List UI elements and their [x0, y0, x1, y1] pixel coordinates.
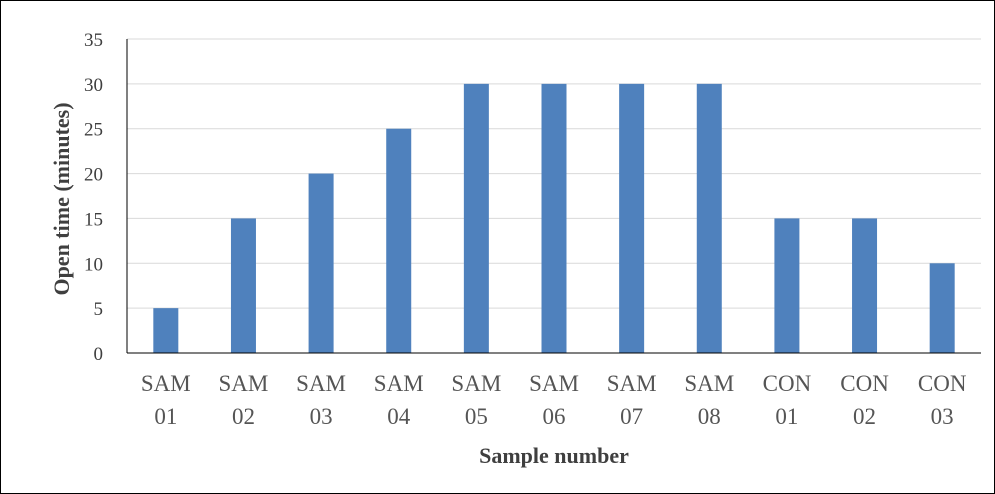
- y-tick-label: 35: [84, 30, 103, 51]
- x-tick-label: SAM 04: [374, 371, 424, 429]
- bar-sam-03: [308, 173, 334, 353]
- y-tick-label: 30: [84, 75, 103, 96]
- x-tick-label: SAM 05: [451, 371, 501, 429]
- y-tick-labels: 0 5 10 15 20 25 30 35: [84, 30, 103, 365]
- x-tick-label: SAM 02: [219, 371, 269, 429]
- y-tick-label: 10: [84, 254, 103, 275]
- bar-sam-02: [230, 218, 256, 353]
- x-tick-label: CON 02: [840, 371, 889, 429]
- y-tick-label: 15: [84, 209, 103, 230]
- bar-sam-08: [696, 83, 722, 353]
- x-tick-label: CON 03: [918, 371, 967, 429]
- bars: [153, 83, 955, 353]
- y-tick-label: 25: [84, 120, 103, 141]
- bar-con-03: [929, 263, 955, 353]
- bar-sam-04: [386, 128, 412, 353]
- bar-sam-01: [153, 308, 179, 353]
- y-tick-label: 0: [94, 344, 104, 365]
- bar-con-01: [774, 218, 800, 353]
- x-axis-title: Sample number: [479, 443, 629, 468]
- y-tick-label: 5: [94, 299, 104, 320]
- x-tick-label: SAM 07: [607, 371, 657, 429]
- x-tick-label: SAM 03: [296, 371, 346, 429]
- x-tick-label: SAM 06: [529, 371, 579, 429]
- bar-sam-07: [619, 83, 645, 353]
- x-tick-labels: SAM 01 SAM 02 SAM 03 SAM 04 SAM 05 SAM 06 SAM 07 SAM 08…: [141, 371, 967, 429]
- bar-sam-06: [541, 83, 567, 353]
- y-axis-title: Open time (minutes): [49, 102, 74, 295]
- bar-con-02: [852, 218, 878, 353]
- x-tick-label: CON 01: [763, 371, 812, 429]
- x-tick-label: SAM 01: [141, 371, 191, 429]
- axes: [126, 39, 981, 354]
- bar-sam-05: [463, 83, 489, 353]
- x-tick-label: SAM 08: [684, 371, 734, 429]
- y-tick-label: 20: [84, 165, 103, 186]
